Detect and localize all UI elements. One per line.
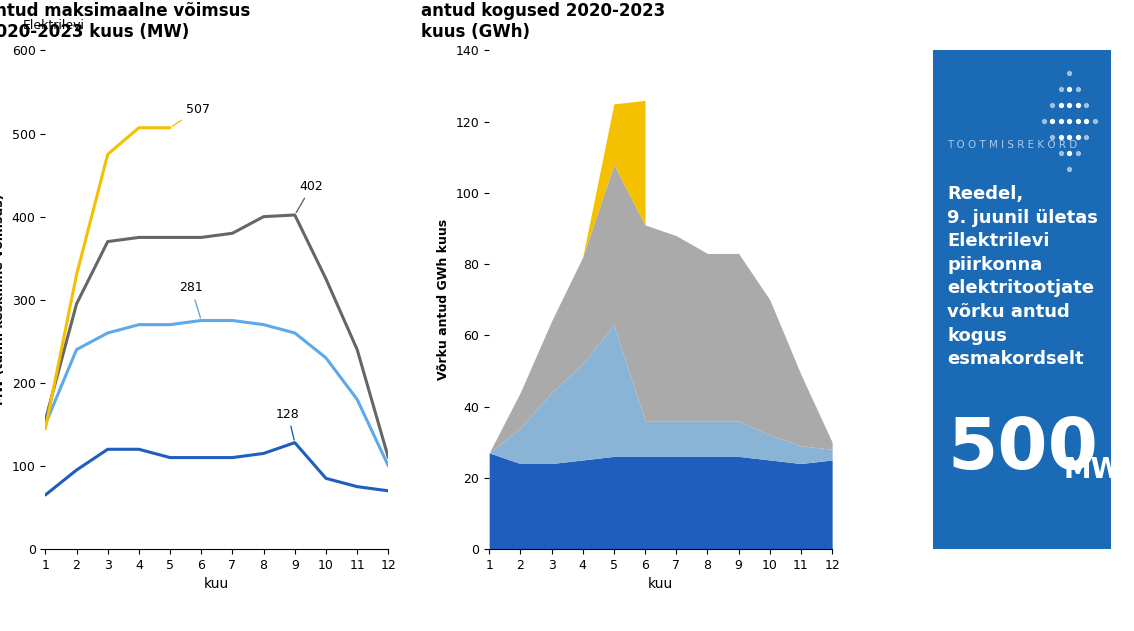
Text: Reedel,
9. juunil ületas
Elektrilevi
piirkonna
elektritootjate
võrku antud
kogus: Reedel, 9. juunil ületas Elektrilevi pii… — [947, 185, 1098, 369]
Text: T O O T M I S R E K O R D: T O O T M I S R E K O R D — [947, 140, 1077, 150]
Text: 128: 128 — [276, 408, 299, 440]
Text: Tootjate poolt Elektrilevi võrku
antud kogused 2020-2023
kuus (GWh): Tootjate poolt Elektrilevi võrku antud k… — [421, 0, 711, 40]
Text: 500: 500 — [947, 415, 1098, 484]
Text: 507: 507 — [172, 103, 210, 126]
Y-axis label: Võrku antud GWh kuus: Võrku antud GWh kuus — [437, 219, 450, 380]
Text: Tootjate poolt Elektrilevi võrku
antud maksimaalne võimsus
2020-2023 kuus (MW): Tootjate poolt Elektrilevi võrku antud m… — [0, 0, 273, 40]
Text: MW: MW — [1064, 456, 1122, 484]
Text: Elektrilevi: Elektrilevi — [23, 19, 85, 32]
Text: 402: 402 — [296, 180, 323, 213]
X-axis label: kuu: kuu — [648, 577, 674, 591]
X-axis label: kuu: kuu — [204, 577, 229, 591]
Y-axis label: MW (tunni keskmine võimsus): MW (tunni keskmine võimsus) — [0, 194, 6, 406]
Text: 281: 281 — [179, 281, 203, 318]
